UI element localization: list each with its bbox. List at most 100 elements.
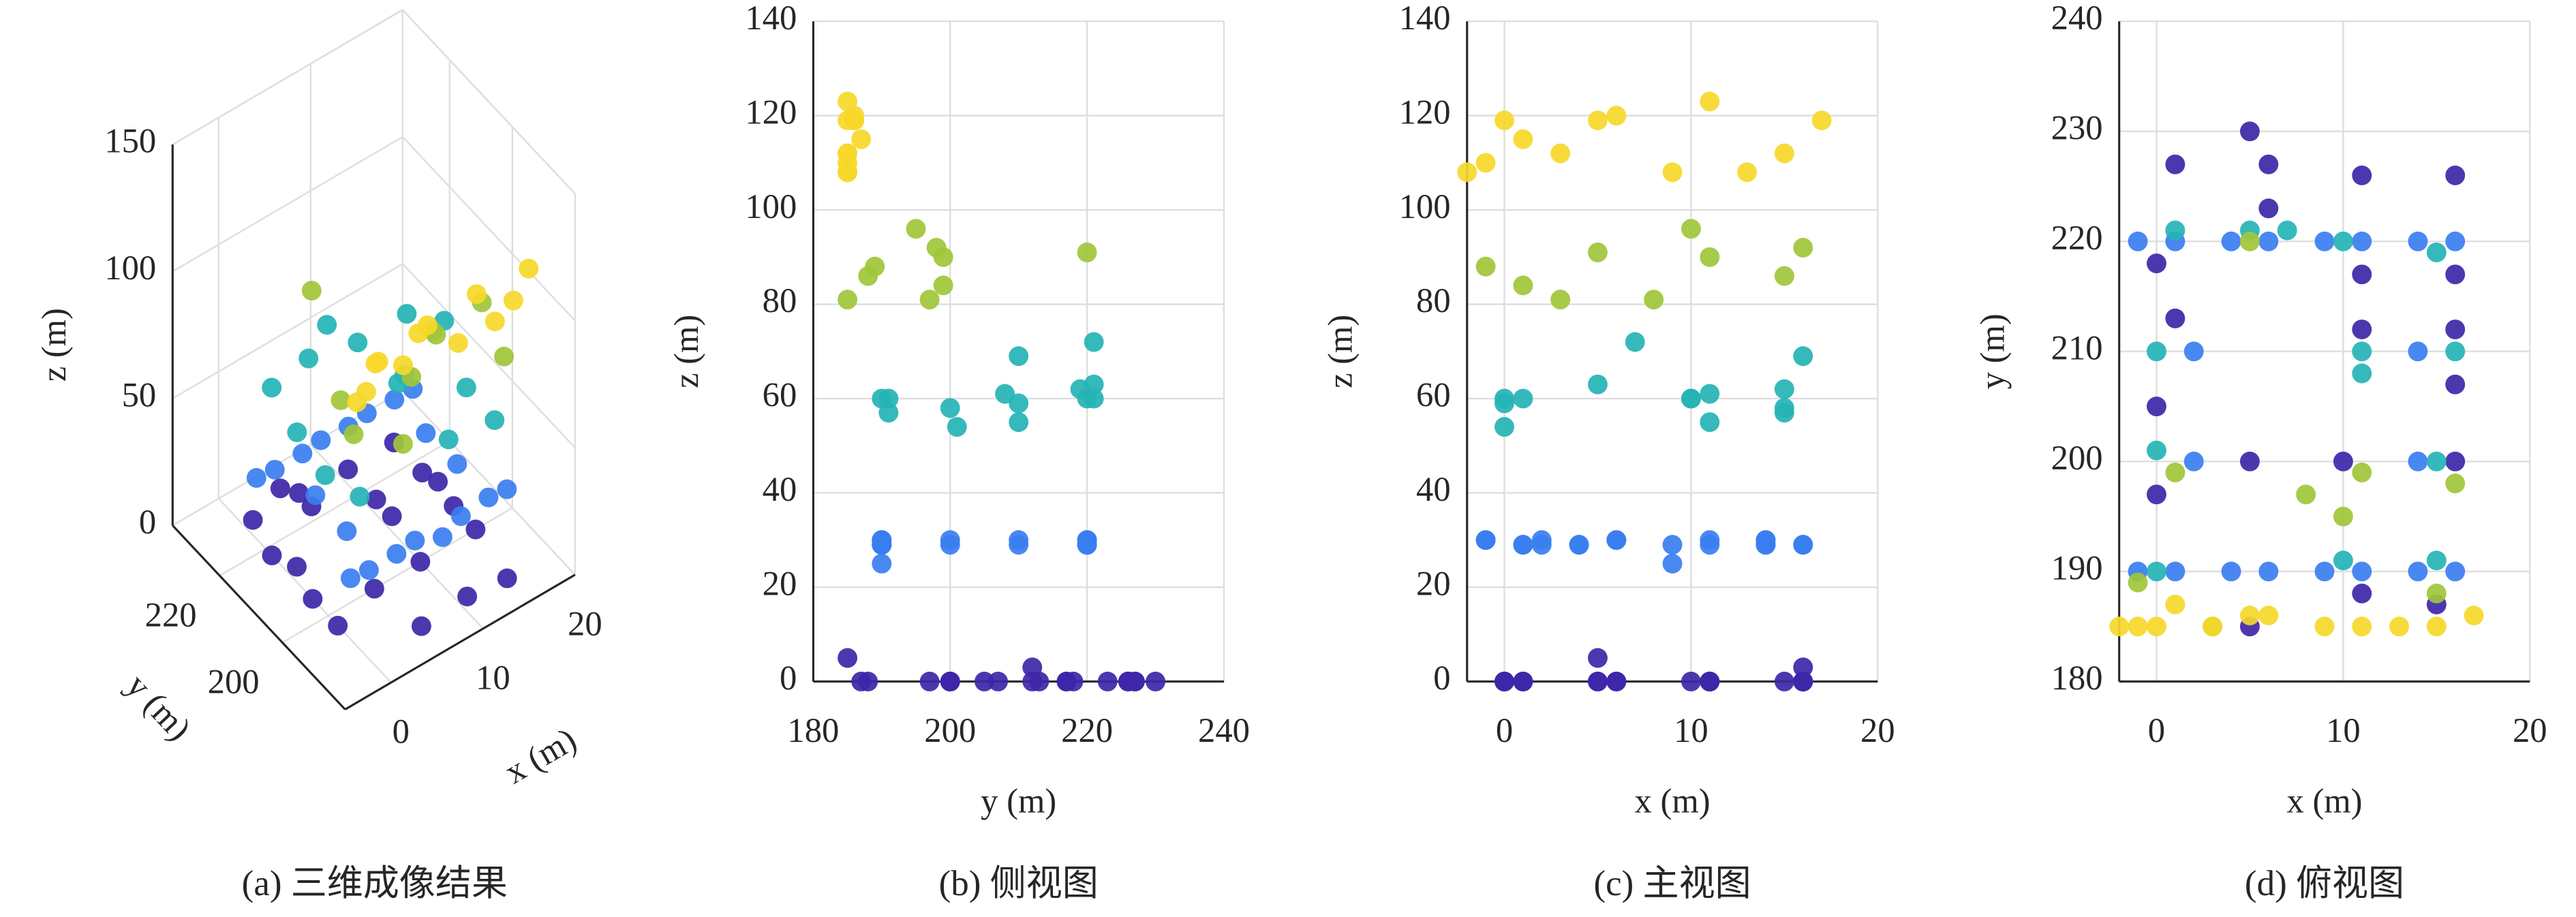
point	[1475, 153, 1496, 173]
point	[405, 530, 425, 550]
point	[2239, 121, 2260, 142]
point	[450, 506, 471, 527]
x-tick-label: 180	[787, 711, 839, 749]
point	[466, 284, 487, 305]
point	[2352, 320, 2372, 340]
point	[2147, 341, 2166, 362]
x-axis-label: y (m)	[981, 782, 1056, 820]
y-tick-label: 140	[745, 0, 797, 37]
point	[906, 219, 926, 239]
point	[331, 390, 351, 410]
point	[416, 423, 436, 444]
point	[2352, 583, 2372, 604]
point	[432, 527, 453, 547]
point	[382, 506, 402, 527]
point	[1457, 162, 1477, 183]
point	[2239, 231, 2260, 251]
y-tick-label: 60	[1416, 376, 1451, 414]
point	[2445, 165, 2466, 185]
x-tick-label: 10	[2326, 711, 2361, 749]
y-axis-label: y (m)	[119, 666, 199, 747]
point	[2426, 583, 2447, 604]
y-axis-label: y (m)	[1974, 313, 2012, 389]
point	[872, 553, 892, 574]
point	[1811, 110, 1832, 131]
point	[397, 304, 417, 324]
point	[264, 459, 285, 480]
point	[2314, 617, 2335, 637]
point	[1070, 379, 1090, 399]
x-tick-label: 0	[2148, 711, 2165, 749]
grid-line	[309, 444, 484, 630]
point	[347, 392, 367, 412]
y-tick-label: 0	[1433, 659, 1450, 697]
point	[2426, 617, 2447, 637]
point	[1700, 530, 1720, 550]
point	[2314, 561, 2335, 582]
point	[1774, 266, 1794, 286]
point	[1700, 412, 1720, 433]
point	[2445, 451, 2466, 471]
point	[2445, 561, 2466, 582]
point	[456, 377, 476, 398]
y-tick-label: 0	[780, 659, 797, 697]
point	[2203, 617, 2223, 637]
point	[851, 671, 872, 691]
point	[348, 332, 368, 353]
point	[1681, 671, 1701, 691]
y-tick-label: 220	[2051, 219, 2103, 257]
point	[1513, 535, 1533, 555]
point	[497, 479, 517, 499]
y-axis-label: z (m)	[1321, 315, 1360, 388]
point	[1737, 162, 1758, 183]
point	[2426, 451, 2447, 471]
point	[919, 290, 940, 310]
point	[1009, 412, 1029, 433]
point	[1550, 290, 1571, 310]
point	[457, 587, 478, 607]
point	[919, 671, 940, 691]
point	[988, 671, 1009, 691]
point	[384, 390, 405, 410]
point	[246, 468, 266, 488]
grid-line	[401, 390, 576, 576]
y-tick-label: 20	[763, 565, 797, 603]
point	[940, 671, 960, 691]
point	[366, 489, 386, 510]
point	[2147, 617, 2166, 637]
point	[1793, 535, 1813, 555]
point	[1774, 671, 1794, 691]
point	[1700, 91, 1720, 112]
point	[844, 106, 865, 126]
point	[1700, 384, 1720, 404]
caption: (a) 三维成像结果	[242, 864, 508, 903]
point	[1755, 530, 1776, 550]
point	[1494, 388, 1514, 409]
point	[393, 355, 413, 375]
point	[2258, 154, 2279, 174]
y-tick-label: 100	[745, 187, 797, 226]
x-tick-label: 200	[924, 711, 976, 749]
y-tick-label: 120	[745, 93, 797, 131]
x-tick-label: 10	[1674, 711, 1708, 749]
point	[838, 290, 858, 310]
point	[2352, 363, 2372, 384]
point	[317, 315, 337, 335]
point	[1009, 346, 1029, 367]
point	[1550, 143, 1571, 164]
point	[1625, 332, 1645, 352]
x-tick-label: 240	[1198, 711, 1250, 749]
point	[2277, 220, 2297, 240]
point	[933, 275, 953, 296]
point	[1056, 671, 1077, 691]
point	[2333, 506, 2353, 527]
x-axis-label: x (m)	[498, 720, 583, 791]
point	[1009, 535, 1029, 555]
y-tick-label: 100	[1399, 187, 1451, 226]
point	[2258, 198, 2279, 219]
y-axis-label: z (m)	[667, 315, 705, 388]
point	[1513, 671, 1533, 691]
y-tick-label: 210	[2051, 328, 2103, 367]
y-tick-label: 20	[1416, 565, 1451, 603]
grid-line	[219, 440, 450, 577]
